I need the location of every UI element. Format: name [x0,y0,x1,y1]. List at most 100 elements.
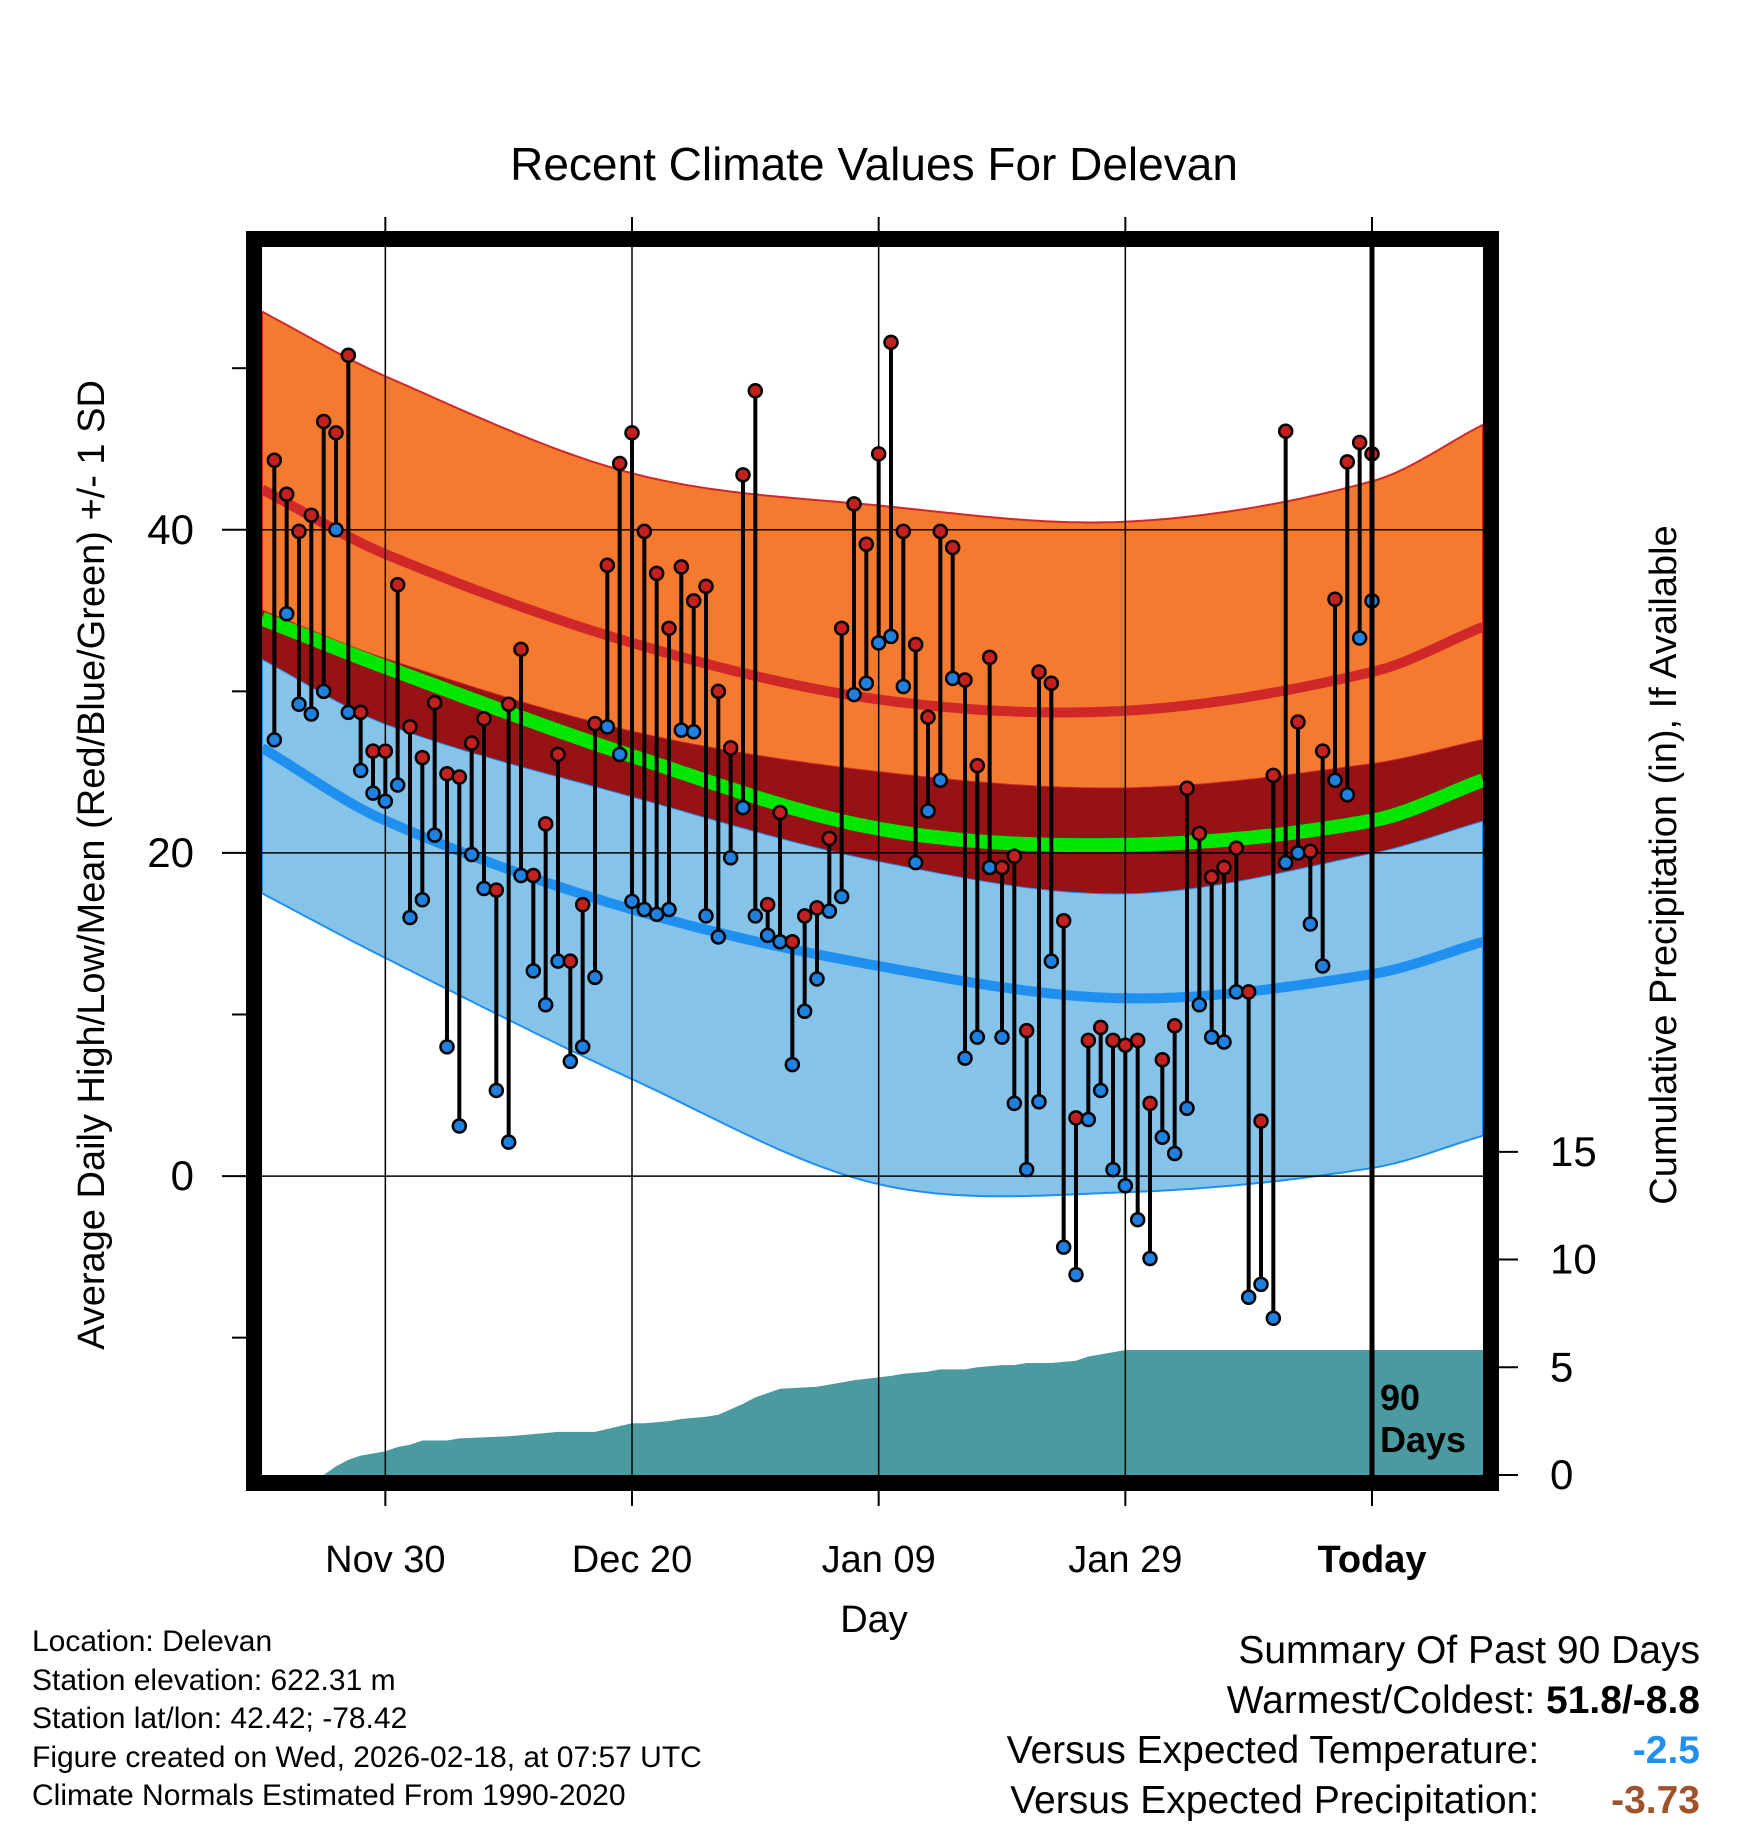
daily-low-point [870,635,887,651]
daily-high-point [587,715,603,732]
daily-high-point [969,757,986,774]
daily-low-point [1314,958,1331,974]
daily-high-point [365,743,381,759]
daily-high-point [858,536,875,553]
daily-high-point [796,908,813,924]
temp-label: Versus Expected Temperature: [1006,1729,1540,1772]
daily-low-point [821,903,838,919]
created-text: Figure created on Wed, 2026-02-18, at 07… [32,1740,702,1774]
daily-low-point [365,785,381,801]
daily-high-point [488,882,505,898]
daily-low-point [1043,953,1060,969]
x-tick-label: Nov 30 [325,1539,445,1581]
plot-area: 90 Days Nov 30 Dec 20 Jan 09 Jan 29 Today 0 20 40… [147,217,1597,1581]
daily-high-point [1031,664,1047,680]
daily-high-point [1302,843,1319,860]
latlon-text: Station lat/lon: 42.42; -78.42 [32,1702,408,1735]
daily-high-point [648,565,665,582]
daily-low-point [994,1029,1010,1045]
daily-low-point [1351,630,1368,646]
daily-low-point [1129,1211,1146,1228]
x-tick-label: Jan 29 [1068,1539,1182,1581]
daily-high-point [315,413,332,430]
daily-low-point [402,909,418,926]
warmest-label: Warmest/Coldest: [1226,1679,1536,1722]
today-days-line: Days [1380,1419,1466,1460]
daily-low-point [1055,1239,1072,1255]
daily-high-point [1240,984,1257,1000]
daily-low-point [537,997,554,1013]
daily-low-point [426,827,443,843]
daily-low-point [735,799,751,816]
daily-low-point [525,963,542,979]
daily-high-point [1105,1032,1121,1049]
daily-high-point [895,523,912,540]
daily-high-point [500,696,517,713]
daily-low-point [661,901,677,918]
daily-low-point [636,901,653,918]
daily-low-point [1092,1082,1109,1099]
daily-high-point [550,746,566,763]
daily-low-point [944,670,961,687]
daily-high-point [883,334,899,351]
daily-low-point [759,927,776,944]
daily-high-point [278,486,295,502]
daily-low-point [981,859,998,876]
y-tick-label: 0 [171,1152,194,1199]
warmest-value: 51.8/-8.8 [1546,1679,1700,1722]
daily-low-point [1253,1276,1269,1293]
daily-low-point [1068,1266,1084,1283]
summary-title: Summary Of Past 90 Days [1238,1629,1700,1672]
y2-tick-label: 15 [1550,1128,1597,1175]
daily-high-point [809,900,825,916]
daily-low-point [1216,1034,1232,1050]
daily-low-point [722,850,739,866]
daily-high-point [1068,1110,1084,1126]
daily-low-point [1228,984,1245,1000]
daily-high-point [303,507,320,523]
x-tick-label: Jan 09 [822,1539,936,1581]
daily-low-point [1277,854,1294,871]
daily-high-point [599,557,616,574]
daily-high-point [772,804,788,821]
daily-low-point [1203,1029,1220,1045]
daily-low-point [587,969,603,986]
daily-high-point [1351,434,1368,451]
daily-low-point [895,678,912,695]
daily-high-point [673,559,690,575]
daily-high-point [402,719,418,735]
daily-low-point [1142,1250,1158,1267]
daily-low-point [1327,772,1343,788]
y-tick-label: 20 [147,829,194,876]
daily-low-point [1166,1145,1183,1162]
temp-value: -2.5 [1632,1729,1700,1772]
daily-high-point [328,425,344,441]
daily-high-point [1228,840,1245,856]
daily-low-point [698,908,714,924]
daily-high-point [1129,1032,1146,1049]
daily-high-point [426,694,443,711]
precip-value: -3.73 [1611,1779,1700,1822]
daily-low-point [500,1134,517,1150]
daily-low-point [488,1082,505,1099]
daily-low-point [932,772,949,788]
daily-high-point [537,816,554,832]
daily-high-point [710,683,727,700]
daily-low-point [389,777,406,793]
plot-content [262,247,1483,1475]
y2-tick-label: 5 [1550,1343,1573,1390]
daily-low-point [907,854,924,871]
daily-high-point [414,749,431,766]
daily-high-point [833,620,850,637]
daily-high-point [451,769,468,785]
daily-low-point [796,1003,813,1020]
daily-low-point [574,1039,591,1055]
daily-high-point [759,896,776,913]
daily-high-point [1203,869,1220,885]
daily-high-point [1253,1113,1269,1129]
daily-low-point [599,719,616,735]
summary-precip-row: Versus Expected Precipitation: -3.73 [1007,1776,1700,1826]
daily-high-point [1277,423,1294,439]
daily-low-point [957,1050,973,1066]
daily-low-point [1031,1094,1047,1110]
